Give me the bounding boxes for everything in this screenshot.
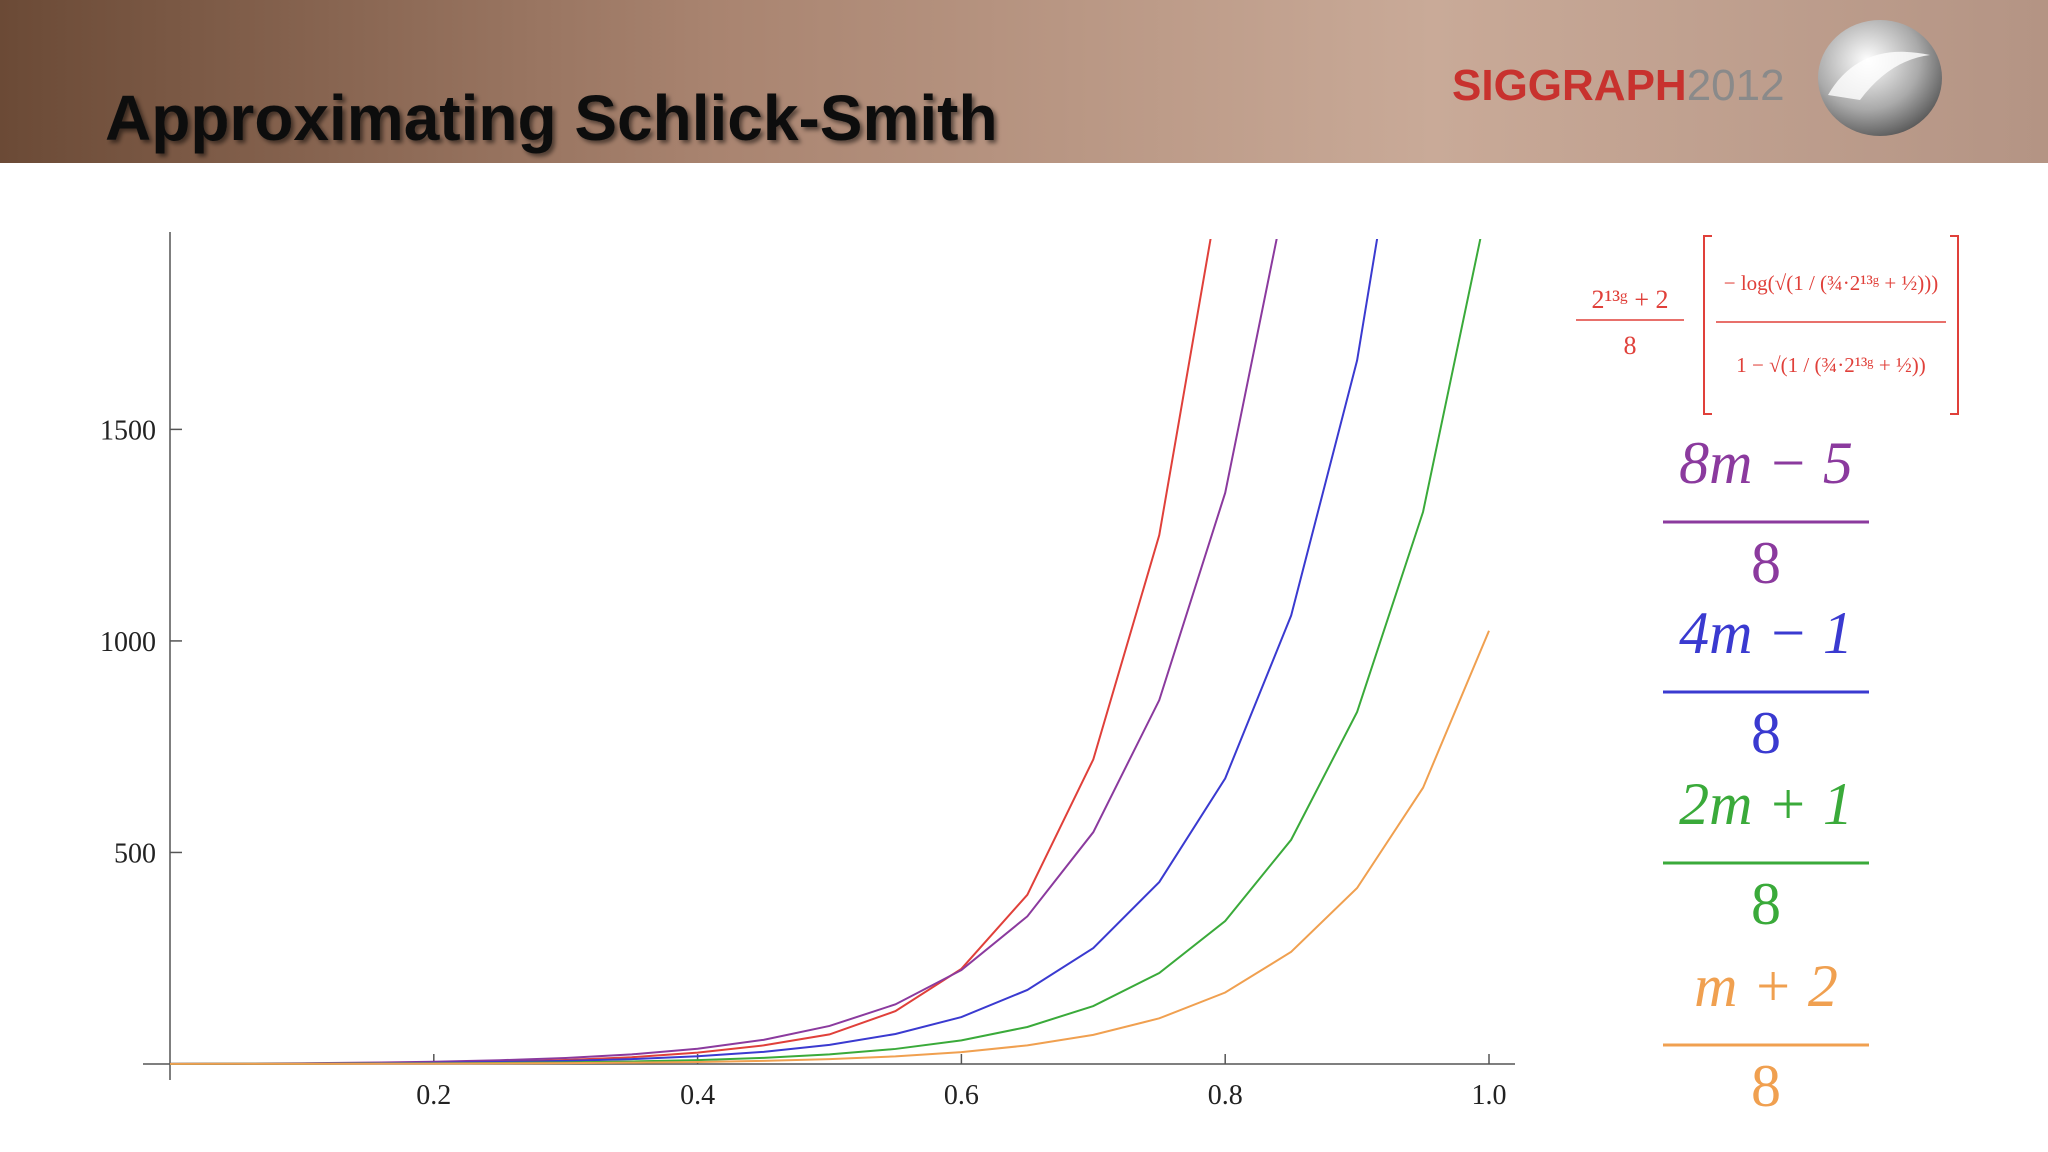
- legend-entry: 4m − 1 8: [1663, 600, 1869, 766]
- x-tick-label: 0.4: [680, 1080, 715, 1111]
- x-tick-label: 0.2: [416, 1080, 451, 1111]
- legend-entry: m + 2 8: [1663, 953, 1869, 1119]
- slide-title: Approximating Schlick-Smith: [105, 82, 998, 154]
- legend-entry: 8m − 5 8: [1663, 430, 1869, 596]
- legend: 2¹³ᵍ + 2 8 − log(√(1 / (¾·2¹³ᵍ + ½))) 1 − √…: [1576, 235, 1959, 1119]
- legend-numerator: 4m − 1: [1679, 600, 1853, 666]
- legend-bracket-numerator: − log(√(1 / (¾·2¹³ᵍ + ½))): [1724, 271, 1939, 295]
- y-tick-label: 1000: [100, 627, 156, 658]
- legend-bracket-denominator: 1 − √(1 / (¾·2¹³ᵍ + ½)): [1736, 353, 1925, 377]
- x-tick-label: 1.0: [1472, 1080, 1507, 1111]
- legend-denominator: 8: [1751, 1053, 1781, 1119]
- line: [170, 630, 1490, 1065]
- header-band: [0, 0, 2048, 163]
- series-line: [170, 239, 1212, 1065]
- logo-icon: [1818, 20, 1942, 136]
- series-line: [170, 630, 1490, 1065]
- logo-text: SIGGRAPH2012: [1452, 61, 1785, 110]
- legend-entry: 2¹³ᵍ + 2 8 − log(√(1 / (¾·2¹³ᵍ + ½))) 1 − √…: [1576, 235, 1959, 415]
- logo-swoosh: [1828, 51, 1930, 100]
- line: [170, 239, 1482, 1065]
- logo-year: 2012: [1687, 61, 1785, 110]
- legend-numerator: 8m − 5: [1679, 430, 1853, 496]
- line: [170, 239, 1278, 1065]
- legend-numerator: 2m + 1: [1679, 771, 1853, 837]
- legend-entry: 2m + 1 8: [1663, 771, 1869, 937]
- legend-denominator: 8: [1751, 871, 1781, 937]
- logo-name: SIGGRAPH: [1452, 61, 1687, 110]
- legend-bracket: [1703, 235, 1959, 415]
- series-line: [170, 239, 1482, 1065]
- legend-numerator: 2¹³ᵍ + 2: [1591, 285, 1668, 314]
- y-tick-label: 500: [114, 838, 156, 869]
- legend-denominator: 8: [1751, 530, 1781, 596]
- series-line: [170, 239, 1278, 1065]
- x-tick-label: 0.8: [1208, 1080, 1243, 1111]
- line: [170, 239, 1212, 1065]
- x-tick-label: 0.6: [944, 1080, 979, 1111]
- y-tick-label: 1500: [100, 415, 156, 446]
- legend-numerator: m + 2: [1694, 953, 1838, 1019]
- plot: 0.2 0.4 0.6 0.8 1.0 500 1000 1500: [100, 232, 1515, 1111]
- legend-denominator: 8: [1624, 331, 1637, 360]
- legend-denominator: 8: [1751, 700, 1781, 766]
